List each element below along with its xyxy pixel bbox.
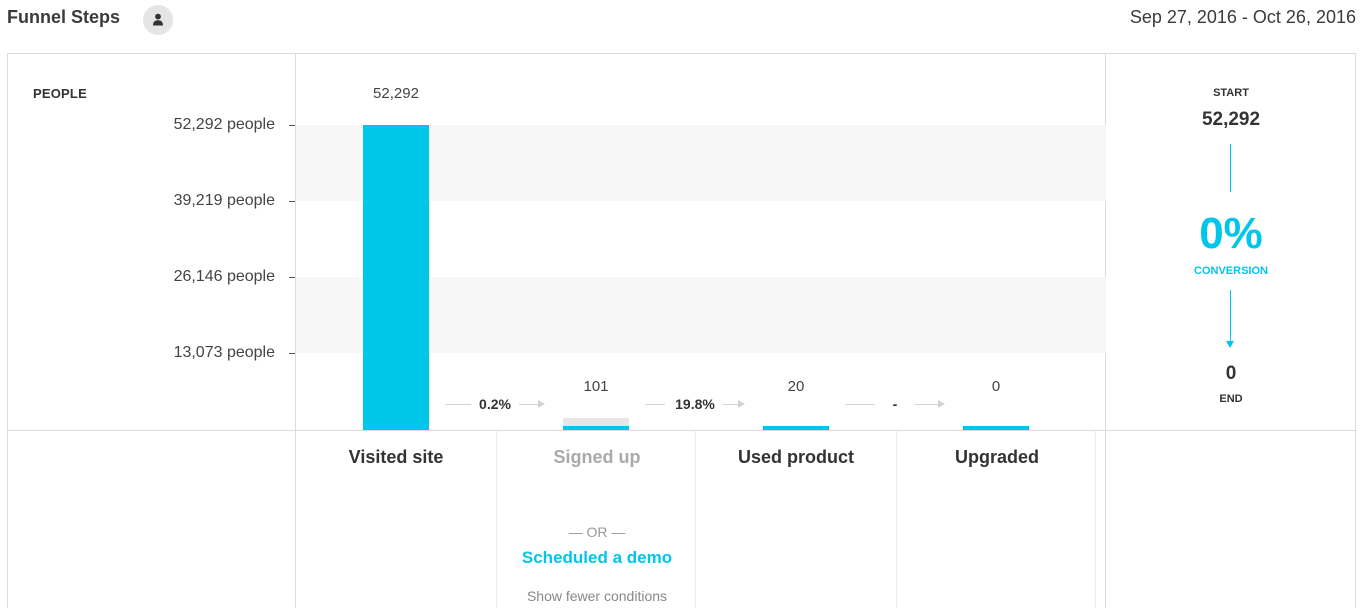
rate-line	[845, 404, 875, 405]
rate-line	[723, 404, 739, 405]
user-icon	[153, 13, 163, 26]
bar-visited-site[interactable]	[363, 125, 429, 430]
owner-button[interactable]	[143, 5, 173, 35]
divider	[295, 54, 296, 608]
step-conversion-rate: 19.8%	[645, 395, 745, 415]
step-signed-up[interactable]: Signed up — OR — Scheduled a demo Show f…	[496, 431, 696, 608]
summary-connector	[1230, 290, 1231, 342]
funnel-panel: PEOPLE 52,292 people 39,219 people 26,14…	[7, 53, 1357, 608]
step-name[interactable]: Visited site	[348, 447, 444, 467]
rate-line	[915, 404, 939, 405]
show-fewer-conditions-link[interactable]: Show fewer conditions	[526, 588, 668, 604]
conversion-label: CONVERSION	[1194, 265, 1268, 277]
step-used-product[interactable]: Used product	[696, 431, 896, 608]
step-name[interactable]: Used product	[737, 447, 854, 467]
y-tick-label: 39,219 people	[173, 192, 275, 209]
arrow-right-icon	[738, 400, 745, 408]
rate-text: 0.2%	[479, 396, 511, 412]
arrow-right-icon	[938, 400, 945, 408]
step-visited-site[interactable]: Visited site	[296, 431, 496, 608]
or-separator: — OR —	[568, 524, 626, 540]
y-tick-mark	[289, 125, 295, 126]
y-tick-label: 26,146 people	[173, 268, 275, 285]
end-value: 0	[1225, 363, 1237, 384]
report-header: Funnel Steps Sep 27, 2016 - Oct 26, 2016	[0, 0, 1363, 54]
rate-text: 19.8%	[675, 396, 715, 412]
arrow-down-icon	[1226, 341, 1234, 348]
rate-line	[645, 404, 665, 405]
divider	[8, 430, 1357, 431]
date-range[interactable]: Sep 27, 2016 - Oct 26, 2016	[1129, 7, 1356, 27]
bar-value-label: 52,292	[373, 85, 419, 102]
bar-value-label: 20	[787, 378, 805, 395]
grid-band	[296, 277, 1106, 353]
bar-value-label: 0	[991, 378, 1001, 395]
y-axis: PEOPLE 52,292 people 39,219 people 26,14…	[8, 54, 295, 430]
funnel-steps: Visited site Signed up — OR — Scheduled …	[296, 431, 1106, 608]
y-tick-mark	[289, 201, 295, 202]
grid-band	[296, 125, 1106, 201]
y-axis-title: PEOPLE	[33, 86, 87, 101]
rate-line	[519, 404, 539, 405]
bar-upgraded[interactable]	[963, 426, 1029, 430]
step-name[interactable]: Signed up	[553, 447, 641, 467]
step-name[interactable]: Upgraded	[954, 447, 1039, 467]
step-conversion-rate: 0.2%	[445, 395, 545, 415]
step-conversion-rate: -	[845, 395, 945, 415]
end-label: END	[1219, 393, 1243, 405]
summary-connector	[1230, 144, 1231, 192]
funnel-chart: 52,292 101 20 0 0.2% 19.8% -	[296, 54, 1106, 430]
start-label: START	[1213, 87, 1249, 99]
y-tick-mark	[289, 353, 295, 354]
conversion-percentage: 0%	[1199, 209, 1263, 258]
y-tick-mark	[289, 277, 295, 278]
y-tick-label: 52,292 people	[173, 116, 275, 133]
bar-used-product[interactable]	[763, 426, 829, 430]
step-upgraded[interactable]: Upgraded	[896, 431, 1096, 608]
start-value: 52,292	[1201, 109, 1261, 130]
arrow-right-icon	[538, 400, 545, 408]
rate-text: -	[892, 396, 898, 412]
alternative-condition-link[interactable]: Scheduled a demo	[521, 548, 673, 567]
rate-line	[445, 404, 471, 405]
page-title: Funnel Steps	[7, 7, 121, 27]
bar-value-label: 101	[583, 378, 609, 395]
y-tick-label: 13,073 people	[173, 344, 275, 361]
bar-signed-up[interactable]	[563, 426, 629, 430]
conversion-summary: START 52,292 0% CONVERSION 0 END	[1106, 54, 1356, 430]
